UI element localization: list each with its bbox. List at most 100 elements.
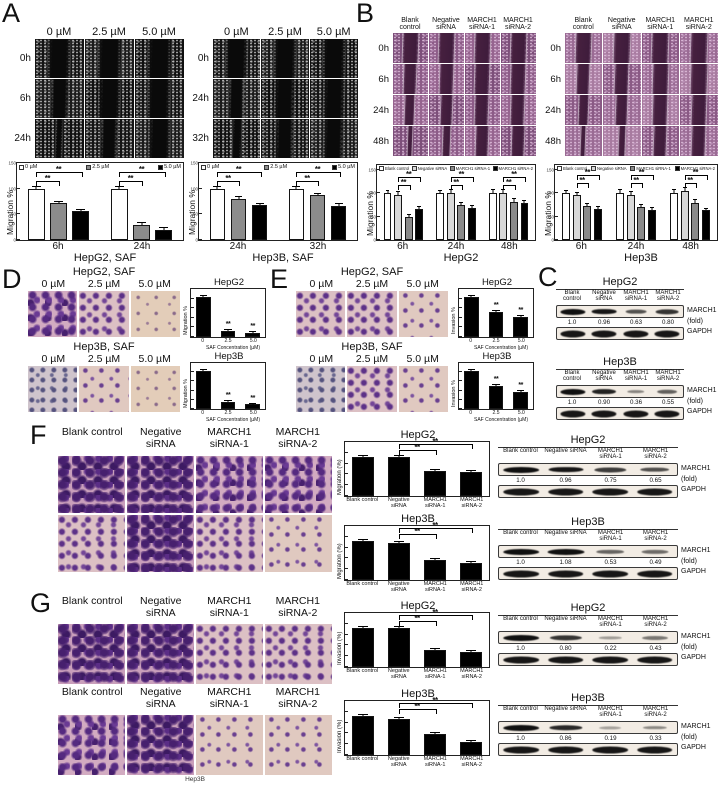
error-bar bbox=[398, 541, 400, 544]
wound-scratch bbox=[509, 33, 527, 63]
divider bbox=[498, 615, 678, 616]
column-header: MARCH1 siRNA-1 bbox=[645, 16, 676, 32]
gapdh-band bbox=[592, 746, 629, 753]
error-bar-cap bbox=[393, 716, 405, 718]
lane-label: MARCH1 siRNA-2 bbox=[642, 448, 669, 461]
wound-scratch bbox=[406, 126, 414, 156]
timepoint-label: 32h bbox=[192, 133, 209, 144]
sig-bracket bbox=[630, 182, 644, 188]
plot-wrap: ** ** Blank control Negative siRNA MARCH1 si… bbox=[344, 697, 490, 772]
sig-stars: ** bbox=[506, 178, 512, 188]
protein-band bbox=[560, 388, 586, 395]
column-header: 5.0 µM bbox=[138, 353, 171, 365]
chart-body: Migration % 0 50 100 150 Blank control Negativ… bbox=[364, 164, 536, 264]
wound-scratch bbox=[690, 95, 708, 125]
error-bar bbox=[362, 626, 364, 629]
x-tick-label: 2.5 bbox=[224, 338, 232, 344]
protein-band bbox=[594, 466, 626, 473]
gapdh-band bbox=[623, 330, 649, 337]
wound-micrograph bbox=[428, 126, 464, 156]
timepoint-label: 0h bbox=[550, 42, 561, 54]
error-bar bbox=[597, 206, 599, 209]
error-bar bbox=[35, 187, 37, 189]
error-bar-cap bbox=[465, 469, 477, 471]
loading-control-label: GAPDH bbox=[687, 328, 712, 335]
wound-scratch bbox=[274, 119, 296, 158]
y-tick-mark bbox=[345, 579, 348, 580]
panel-d-hep3b-column-headers: 0 µM 2.5 µM 5.0 µM bbox=[28, 353, 180, 366]
sig-stars: ** bbox=[687, 175, 693, 185]
wound-scratch bbox=[46, 39, 72, 78]
wound-scratch bbox=[401, 33, 419, 63]
wound-micrograph bbox=[680, 126, 718, 156]
sig-stars: ** bbox=[304, 173, 310, 183]
y-tick-mark bbox=[377, 192, 380, 194]
sig-stars: ** bbox=[138, 165, 145, 175]
bar bbox=[680, 190, 689, 240]
bar bbox=[460, 472, 482, 496]
wound-scratch bbox=[577, 95, 590, 125]
sig-stars: ** bbox=[458, 169, 465, 179]
wound-micrograph bbox=[428, 33, 464, 63]
bar bbox=[72, 210, 89, 240]
fold-value: 0.19 bbox=[604, 735, 617, 742]
column-header: MARCH1 siRNA-1 bbox=[207, 426, 252, 450]
error-bar-cap bbox=[671, 189, 676, 191]
y-tick-label: 100 bbox=[546, 190, 554, 196]
chart-body: Migration (%) ** ** Blank control Negative s… bbox=[336, 438, 490, 513]
x-axis-label: SAF Concentration (µM) bbox=[473, 417, 528, 423]
y-tick-mark bbox=[345, 700, 348, 701]
sig-bracket bbox=[399, 621, 437, 627]
x-tick-labels: Blank control Negative siRNA MARCH1 siRNA-… bbox=[344, 497, 490, 513]
wound-scratch bbox=[272, 39, 298, 78]
sig-stars: ** bbox=[638, 167, 645, 177]
column-header: 0 µM bbox=[309, 353, 334, 365]
y-tick-mark bbox=[555, 192, 558, 194]
panel-c-hepg2-western-blot: HepG2 Blank control Negative siRNA MARCH1 s… bbox=[556, 276, 718, 344]
wound-micrograph bbox=[500, 64, 536, 94]
y-tick-mark bbox=[345, 557, 348, 559]
lane-label-row: Blank control Negative siRNA MARCH1 siRNA-… bbox=[556, 370, 684, 385]
panel-e-hepg2-title: HepG2, SAF bbox=[340, 266, 404, 278]
timepoint-label: 24h bbox=[14, 133, 31, 144]
blot-cell-line-title: HepG2 bbox=[602, 276, 638, 288]
sig-bracket bbox=[450, 176, 474, 182]
error-bar-cap bbox=[357, 454, 369, 456]
wound-scratch bbox=[439, 95, 453, 125]
sig-stars: ** bbox=[55, 165, 62, 175]
loading-band-strip bbox=[556, 407, 684, 420]
y-tick-mark bbox=[191, 398, 194, 400]
panel-f-column-headers: Blank control Negative siRNA MARCH1 siRNA-… bbox=[58, 426, 332, 455]
fold-value: 0.80 bbox=[661, 319, 675, 326]
fold-value: 0.33 bbox=[649, 735, 662, 742]
panel-a-hepg2-migration-chart: Migration % 0 50 100 150 0 µM 2.5 µM 5.0 µM ** **… bbox=[4, 161, 184, 264]
legend-item: 2.5 µM bbox=[264, 164, 287, 170]
gapdh-band bbox=[591, 410, 617, 417]
chart-body: Migration % 0 50 100 150 0 µM 2.5 µM 5.0 µM ** **… bbox=[4, 161, 184, 264]
y-tick-mark bbox=[459, 307, 462, 309]
protein-band bbox=[599, 725, 622, 730]
error-bar-cap bbox=[199, 294, 208, 296]
fold-value: 1.0 bbox=[516, 559, 525, 566]
panel-b-hep3b-wound-grid: Blank control Negative siRNA MARCH1 siRNA-… bbox=[542, 10, 718, 156]
gapdh-band bbox=[560, 330, 586, 337]
target-band-strip bbox=[498, 631, 678, 644]
legend-swatch bbox=[557, 166, 562, 171]
column-header: Blank control bbox=[572, 16, 594, 32]
y-tick-mark bbox=[191, 408, 194, 409]
error-bar-cap bbox=[234, 195, 243, 197]
x-tick-label: 24h bbox=[447, 241, 465, 252]
bar bbox=[488, 312, 504, 337]
y-tick-mark bbox=[345, 622, 348, 624]
error-bar bbox=[630, 191, 632, 195]
error-bar bbox=[673, 190, 675, 194]
column-header: Blank control bbox=[61, 595, 123, 607]
legend-item: Blank control bbox=[557, 166, 587, 171]
x-axis-label: Hep3B, SAF bbox=[252, 252, 314, 264]
bar bbox=[424, 470, 446, 496]
y-axis-label: Invasion % bbox=[451, 307, 457, 334]
sig-bracket bbox=[217, 180, 241, 186]
x-tick-label: 6h bbox=[575, 241, 587, 252]
error-bar bbox=[408, 214, 410, 217]
error-bar bbox=[684, 188, 686, 191]
